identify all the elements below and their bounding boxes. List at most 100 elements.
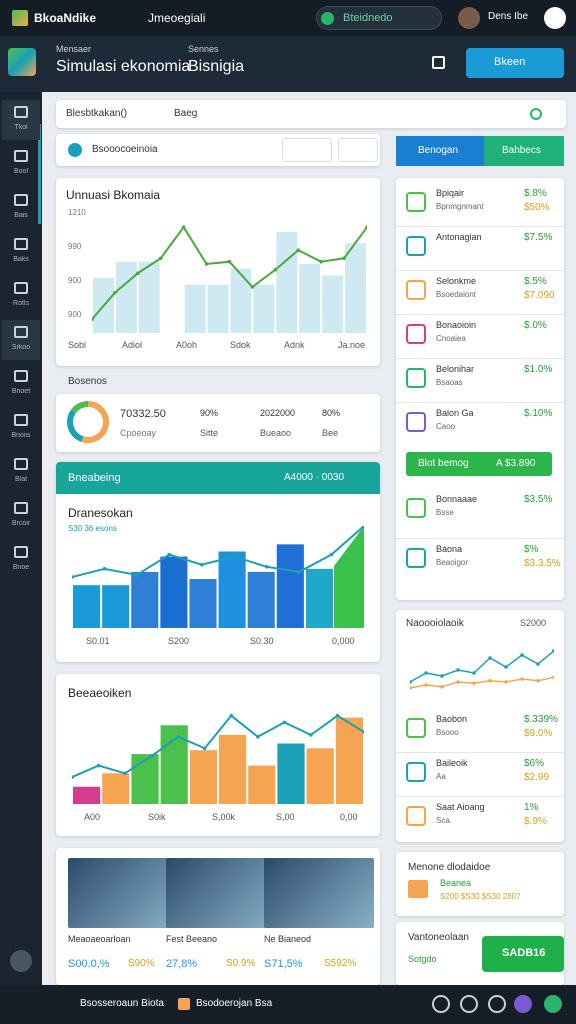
sidebar-icon	[14, 150, 28, 162]
tab[interactable]: Bahbecs	[484, 136, 564, 166]
panel-card: Beeaeoiken A00 S0ik S,00k S,00 0,00	[56, 674, 380, 836]
sidebar-item[interactable]: Blat	[2, 452, 40, 492]
bottombar	[0, 985, 576, 1024]
item-v1: $.8%	[524, 188, 547, 199]
button[interactable]: SADB16	[482, 936, 564, 972]
sidebar-item[interactable]: Bool	[2, 144, 40, 184]
chart-list-card: Naoooiolaoik S2000 Baobon Bsooo $.339% $9.0% B…	[396, 610, 564, 842]
sidebar-item[interactable]: Bais	[2, 188, 40, 228]
bottom-icon[interactable]	[488, 995, 506, 1013]
point	[410, 680, 412, 684]
item-v2: $.9%	[524, 816, 547, 827]
y-label: 1210	[68, 208, 86, 217]
button-label: SADB16	[502, 947, 546, 959]
sidebar-icon	[14, 106, 28, 118]
filter-select[interactable]	[282, 138, 332, 162]
bottom-icon[interactable]	[432, 995, 450, 1013]
point	[309, 733, 313, 737]
sidebar-label: Bnoiis	[11, 432, 31, 439]
point	[113, 290, 117, 295]
filter-select[interactable]	[338, 138, 378, 162]
bottom-icon[interactable]	[514, 995, 532, 1013]
item-v1: $7.5%	[524, 232, 553, 243]
chart	[72, 713, 364, 804]
sidebar-bottom-icon	[10, 950, 32, 972]
item-name: Balon Ga	[436, 408, 474, 418]
search-bar[interactable]: Blesbtkakan() Baeg	[56, 100, 566, 128]
chart	[92, 225, 367, 333]
item-sub: Sca.	[436, 816, 453, 825]
card-title: Menone dlodaidoe	[408, 862, 491, 873]
item-v1: $1.0%	[524, 364, 553, 375]
item-v1: 1%	[524, 802, 539, 813]
point	[229, 713, 234, 718]
legend-value: 2022000	[260, 408, 296, 418]
avatar	[458, 7, 480, 29]
item-sub: Bsooo	[436, 728, 459, 737]
title2: Bisnigia	[188, 58, 245, 75]
sidebar-item[interactable]: Bnoe	[2, 540, 40, 580]
sidebar-item[interactable]: Srkoo	[2, 320, 40, 360]
point	[329, 552, 334, 557]
item-icon	[406, 548, 426, 568]
item-name: Bonnaaae	[436, 494, 478, 504]
sidebar-item[interactable]: Baks	[2, 232, 40, 272]
list-sub: Bonnaaae Bsse $3.5% Baona Beaoigor $% $3.3.5%	[396, 488, 564, 598]
sidebar-icon	[14, 326, 28, 338]
bar	[184, 284, 206, 333]
x-label: S,00	[276, 812, 295, 822]
green-label: Blot bemog	[418, 458, 469, 469]
green-value: A $3.890	[496, 458, 536, 469]
tab-label: Benogan	[418, 145, 459, 156]
area	[334, 526, 364, 628]
point	[504, 665, 508, 669]
sidebar-item[interactable]: Brcoir	[2, 496, 40, 536]
sidebar-label: Srkoo	[11, 344, 31, 351]
point	[181, 225, 186, 229]
item-v1: $.5%	[524, 276, 547, 287]
tab: Jmeoegiali	[148, 11, 206, 25]
card-sub: Sotgdo	[408, 954, 437, 964]
card-sub: Beanea	[440, 878, 472, 888]
point	[552, 675, 554, 679]
item-icon	[406, 762, 426, 782]
bar	[299, 264, 321, 333]
bottom-icon[interactable]	[460, 995, 478, 1013]
sidebar-item[interactable]: Tkol	[2, 100, 40, 140]
bar	[73, 786, 101, 804]
chart-title: Beeaeoiken	[68, 686, 132, 700]
item-icon	[406, 806, 426, 826]
divider	[396, 402, 564, 403]
line	[72, 526, 364, 578]
chart	[410, 649, 554, 690]
divider	[396, 270, 564, 271]
point	[410, 686, 412, 690]
sidebar-item[interactable]: Bnoet	[2, 364, 40, 404]
bar	[189, 750, 217, 804]
legend-value: 80%	[322, 408, 341, 418]
x-label: S0ik	[148, 812, 166, 822]
x-label: 0,000	[332, 636, 355, 646]
bar	[102, 585, 130, 628]
chart	[67, 401, 109, 443]
bottom-icon[interactable]	[544, 995, 562, 1013]
point	[273, 267, 278, 272]
item-name: Belonihar	[436, 364, 475, 374]
app-icon	[8, 48, 36, 76]
sidebar-icon	[14, 238, 28, 250]
item-name: Bonaoioin	[436, 320, 477, 330]
sidebar-item[interactable]: Bnoiis	[2, 408, 40, 448]
summary-sub: Cpoeoay	[120, 428, 157, 438]
sidebar-label: Blat	[14, 476, 28, 483]
header-button[interactable]: Bkeen	[466, 48, 564, 78]
bar	[102, 773, 130, 804]
tab[interactable]: Benogan	[396, 136, 484, 166]
legend-value: 90%	[200, 408, 219, 418]
green-bar[interactable]: Blot bemog A $3.890	[406, 452, 552, 476]
sidebar-icon	[14, 502, 28, 514]
product-title: Ne Bianeod	[264, 934, 312, 944]
product-value: 27,8%	[166, 958, 198, 970]
sidebar-label: Baks	[13, 256, 29, 263]
sidebar-item[interactable]: Rotls	[2, 276, 40, 316]
